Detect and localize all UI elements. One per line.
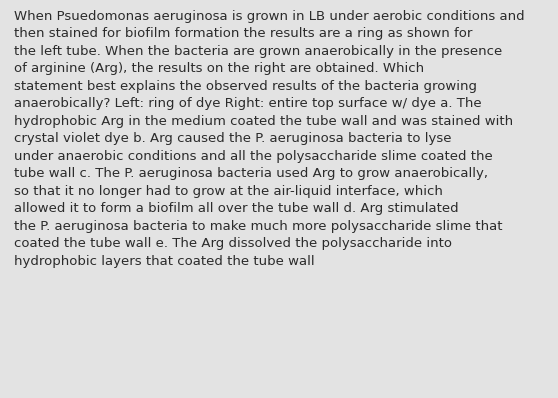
Text: When Psuedomonas aeruginosa is grown in LB under aerobic conditions and
then sta: When Psuedomonas aeruginosa is grown in … [14, 10, 525, 268]
